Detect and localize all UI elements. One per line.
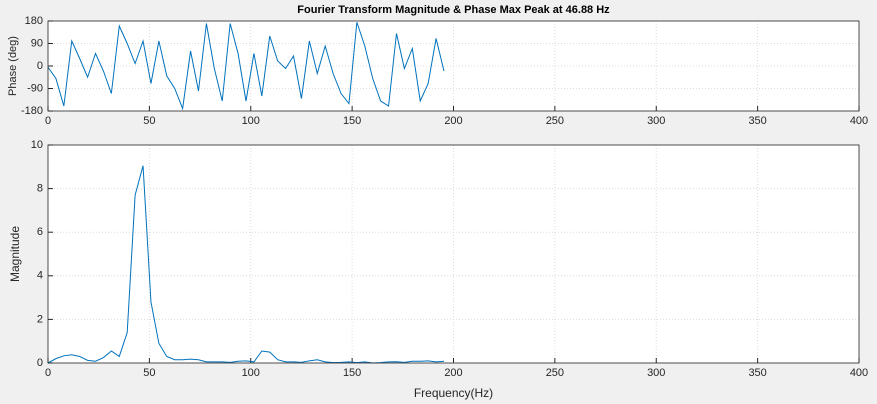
y-tick-label: 0 [37,60,43,72]
x-tick-label: 0 [45,115,51,127]
x-tick-label: 300 [647,115,665,127]
x-tick-label: 400 [850,115,868,127]
x-tick-label: 50 [143,367,155,379]
y-tick-label: -90 [27,82,43,94]
y-tick-label: 0 [37,357,43,369]
x-tick-label: 200 [444,115,462,127]
x-tick-label: 200 [444,367,462,379]
y-tick-label: 90 [31,37,43,49]
x-tick-label: 250 [546,115,564,127]
y-tick-label: 10 [31,139,43,151]
x-tick-label: 50 [143,115,155,127]
data-line [47,22,445,111]
y-axis-label: Magnitude [8,226,22,282]
x-tick-label: 150 [343,115,361,127]
x-axis-label: Frequency(Hz) [414,386,493,400]
x-tick-label: 400 [850,367,868,379]
x-tick-label: 250 [546,367,564,379]
y-tick-label: 8 [37,183,43,195]
x-tick-label: 100 [242,367,260,379]
y-tick-label: 2 [37,313,43,325]
x-tick-label: 350 [748,367,766,379]
x-tick-label: 150 [343,367,361,379]
y-axis-label: Phase (deg) [7,36,19,96]
axes-box [47,144,860,364]
chart-title: Fourier Transform Magnitude & Phase Max … [297,4,610,16]
y-tick-label: 4 [37,270,43,282]
x-tick-label: 0 [45,367,51,379]
x-tick-label: 100 [242,115,260,127]
axes-box [47,20,860,112]
x-tick-label: 300 [647,367,665,379]
y-tick-label: -180 [21,105,43,117]
y-tick-label: 180 [25,15,43,27]
x-tick-label: 350 [748,115,766,127]
y-tick-label: 6 [37,226,43,238]
